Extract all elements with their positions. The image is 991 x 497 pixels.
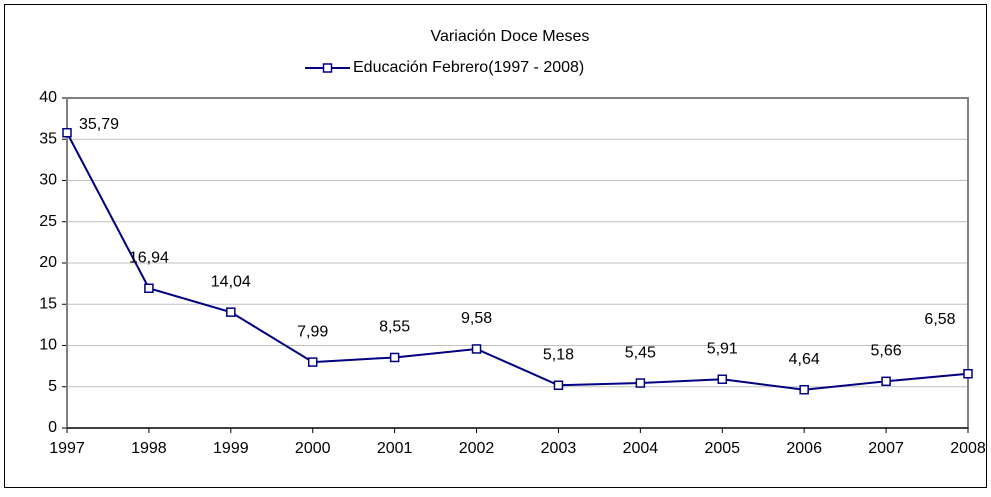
x-tick-label: 2007: [868, 440, 904, 457]
x-tick-label: 2003: [541, 440, 577, 457]
marker: [799, 384, 809, 395]
marker: [389, 352, 400, 363]
data-label: 5,45: [625, 344, 656, 361]
legend-label: Educación Febrero(1997 - 2008): [353, 59, 584, 76]
x-tick-label: 2004: [623, 440, 659, 457]
data-label: 6,58: [924, 311, 955, 328]
data-label: 5,18: [543, 346, 574, 363]
x-tick-label: 2002: [459, 440, 495, 457]
data-label: 5,91: [707, 340, 738, 357]
y-tick-label: 35: [39, 130, 57, 147]
marker: [553, 380, 564, 391]
data-label: 35,79: [79, 116, 119, 133]
data-label: 16,94: [129, 249, 169, 266]
x-tick-label: 1997: [49, 440, 85, 457]
y-tick-label: 10: [39, 337, 57, 354]
x-tick-label: 2005: [704, 440, 740, 457]
y-tick-label: 40: [39, 89, 57, 106]
y-tick-label: 0: [48, 419, 57, 436]
marker: [471, 344, 482, 354]
data-label: 7,99: [297, 323, 328, 340]
x-tick-label: 2001: [377, 440, 413, 457]
marker: [635, 378, 646, 388]
line: [66, 132, 969, 391]
marker: [226, 307, 236, 317]
x-tick-label: 2000: [295, 440, 331, 457]
y-tick-label: 20: [39, 254, 57, 271]
data-label: 4,64: [789, 351, 820, 368]
x-tick-label: 2006: [786, 440, 822, 457]
data-label: 9,58: [461, 310, 492, 327]
y-tick-label: 30: [39, 172, 57, 189]
x-tick-label: 1998: [131, 440, 167, 457]
y-tick-label: 25: [39, 213, 57, 230]
marker: [62, 127, 72, 138]
marker: [307, 357, 318, 367]
marker: [717, 374, 728, 384]
y-tick-label: 5: [48, 378, 57, 395]
marker: [144, 283, 154, 293]
x-tick-label: 2008: [950, 440, 986, 457]
x-tick-label: 1999: [213, 440, 249, 457]
chart-title: Variación Doce Meses: [431, 28, 590, 45]
y-tick-label: 15: [39, 295, 57, 312]
chart-border: [4, 4, 987, 488]
marker: [881, 376, 891, 387]
data-label: 14,04: [211, 273, 251, 290]
data-label: 8,55: [379, 319, 410, 336]
legend-marker: [322, 63, 333, 73]
marker: [963, 368, 973, 379]
data-label: 5,66: [871, 343, 902, 360]
